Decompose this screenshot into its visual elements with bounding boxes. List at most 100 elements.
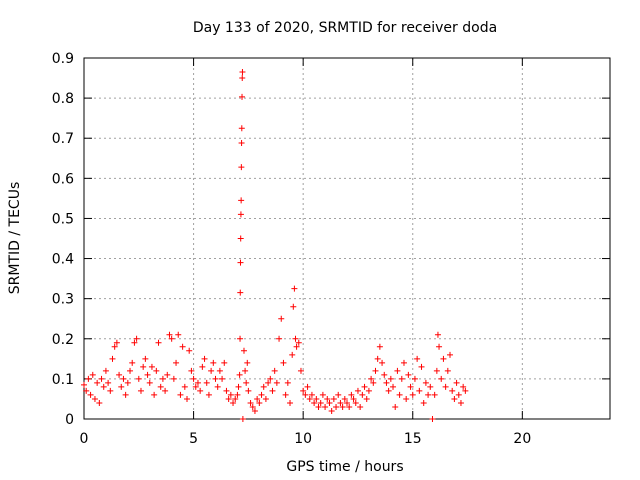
- data-point: [385, 387, 392, 394]
- data-point: [381, 371, 388, 378]
- data-point: [260, 383, 267, 390]
- data-point: [216, 367, 223, 374]
- data-point: [153, 367, 160, 374]
- data-points: [81, 69, 469, 422]
- data-point: [113, 339, 120, 346]
- data-point: [302, 391, 309, 398]
- data-point: [394, 367, 401, 374]
- data-point: [339, 403, 346, 410]
- plot-frame: [83, 57, 611, 420]
- data-point: [239, 75, 246, 82]
- data-point: [282, 391, 289, 398]
- data-point: [411, 375, 418, 382]
- data-point: [148, 363, 155, 370]
- data-point: [212, 375, 219, 382]
- x-tick-label: 10: [294, 431, 312, 447]
- data-point: [291, 285, 298, 292]
- data-point: [368, 375, 375, 382]
- data-point: [237, 289, 244, 296]
- data-point: [190, 375, 197, 382]
- chart-title: Day 133 of 2020, SRMTID for receiver dod…: [193, 20, 497, 36]
- data-point: [137, 387, 144, 394]
- data-point: [440, 355, 447, 362]
- data-point: [199, 363, 206, 370]
- data-point: [289, 351, 296, 358]
- data-point: [405, 371, 412, 378]
- data-point: [133, 335, 140, 342]
- data-point: [313, 395, 320, 402]
- data-point: [398, 375, 405, 382]
- data-point: [181, 383, 188, 390]
- data-point: [254, 395, 261, 402]
- data-point: [131, 339, 138, 346]
- data-point: [239, 93, 246, 100]
- data-point: [94, 379, 101, 386]
- data-point: [124, 379, 131, 386]
- data-point: [238, 164, 245, 171]
- data-point: [357, 403, 364, 410]
- data-point: [91, 395, 98, 402]
- data-point: [267, 375, 274, 382]
- data-point: [370, 379, 377, 386]
- data-point: [449, 387, 456, 394]
- data-point: [414, 355, 421, 362]
- data-point: [83, 387, 90, 394]
- data-point: [341, 395, 348, 402]
- y-tick-label: 0.4: [52, 252, 74, 268]
- data-point: [227, 391, 234, 398]
- data-point: [100, 383, 107, 390]
- data-point: [354, 387, 361, 394]
- y-tick-label: 0.2: [52, 332, 74, 348]
- data-point: [326, 399, 333, 406]
- data-point: [379, 359, 386, 366]
- data-point: [337, 399, 344, 406]
- data-point: [422, 379, 429, 386]
- data-point: [146, 379, 153, 386]
- data-point: [184, 395, 191, 402]
- data-point: [293, 343, 300, 350]
- data-point: [315, 403, 322, 410]
- data-point: [140, 363, 147, 370]
- data-point: [142, 355, 149, 362]
- y-tick-label: 0.5: [52, 211, 74, 227]
- data-point: [245, 387, 252, 394]
- data-point: [420, 399, 427, 406]
- data-point: [170, 375, 177, 382]
- data-point: [363, 395, 370, 402]
- axis-ticks: 0 0.1 0.2 0.3 0.4 0.5 0.6 0.7 0.8 0.9 0 5 10 15 20: [52, 51, 610, 447]
- y-axis-label: SRMTID / TECUs: [7, 182, 23, 295]
- data-point: [235, 383, 242, 390]
- x-tick-label: 0: [80, 431, 89, 447]
- data-point: [451, 395, 458, 402]
- data-point: [234, 391, 241, 398]
- data-point: [330, 395, 337, 402]
- data-point: [179, 343, 186, 350]
- data-point: [98, 375, 105, 382]
- data-point: [374, 355, 381, 362]
- data-point: [287, 399, 294, 406]
- data-point: [265, 379, 272, 386]
- y-tick-label: 0.8: [52, 91, 74, 107]
- data-point: [416, 387, 423, 394]
- data-point: [453, 379, 460, 386]
- data-point: [434, 331, 441, 338]
- data-point: [239, 69, 246, 76]
- data-point: [278, 315, 285, 322]
- data-point: [238, 125, 245, 132]
- data-point: [447, 351, 454, 358]
- data-point: [383, 379, 390, 386]
- data-point: [85, 375, 92, 382]
- data-point: [308, 391, 315, 398]
- data-point: [300, 387, 307, 394]
- data-point: [239, 416, 246, 422]
- data-point: [392, 403, 399, 410]
- data-point: [173, 359, 180, 366]
- data-point: [188, 367, 195, 374]
- data-point: [111, 343, 118, 350]
- y-tick-label: 0.6: [52, 171, 74, 187]
- y-tick-label: 0.1: [52, 372, 74, 388]
- data-point: [425, 391, 432, 398]
- data-point: [237, 235, 244, 242]
- data-point: [273, 379, 280, 386]
- data-point: [348, 391, 355, 398]
